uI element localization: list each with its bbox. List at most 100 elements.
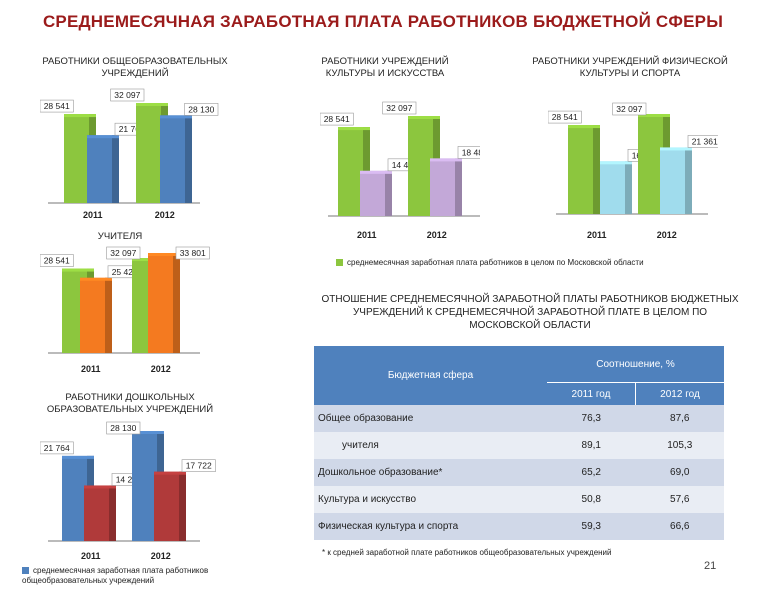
- tick-label-2012: 2012: [151, 551, 171, 561]
- tick-label-2011: 2011: [83, 210, 103, 220]
- chart-title-general-education: РАБОТНИКИ ОБЩЕОБРАЗОВАТЕЛЬНЫХ УЧРЕЖДЕНИЙ: [42, 56, 228, 79]
- svg-text:25 423: 25 423: [112, 267, 138, 277]
- data-label: 28 541: [320, 112, 354, 126]
- svg-text:32 097: 32 097: [386, 103, 412, 113]
- bar-preschool-2012: [154, 471, 186, 541]
- chart-title-culture: РАБОТНИКИ УЧРЕЖДЕНИЙ КУЛЬТУРЫ И ИСКУССТВ…: [321, 56, 449, 79]
- header-2011: 2011 год: [547, 382, 636, 405]
- bar-culture-2012: [430, 158, 462, 216]
- legend-label: среднемесячная заработная плата работник…: [347, 258, 644, 267]
- svg-text:21 764: 21 764: [44, 443, 70, 453]
- ratio-table: Бюджетная сфера Соотношение, % 2011 год …: [314, 346, 724, 540]
- table-row: Дошкольное образование* 65,2 69,0: [314, 459, 724, 486]
- tick-label-2012: 2012: [427, 230, 447, 240]
- row-label: Физическая культура и спорта: [318, 521, 459, 532]
- bar-teachers-2012: [148, 253, 180, 353]
- bar-general-education-2012: [160, 115, 192, 203]
- header-ratio: Соотношение, %: [547, 346, 724, 383]
- legend-moscow-region: среднемесячная заработная плата работник…: [336, 258, 644, 268]
- chart-title-teachers: УЧИТЕЛЯ: [97, 231, 143, 242]
- data-label: 28 130: [184, 103, 219, 116]
- bar-sport-2011: [600, 161, 632, 214]
- tick-label-2011: 2011: [81, 364, 101, 374]
- bar-preschool-2011: [84, 485, 116, 541]
- chart-preschool: 2011 21 764 14 200 2012 28 130 17 722: [40, 421, 216, 561]
- value-2012: 87,6: [670, 413, 690, 424]
- chart-culture: 2011 28 541 14 497 2012 32 097 18 485: [320, 101, 480, 240]
- tick-label-2011: 2011: [357, 230, 377, 240]
- legend-swatch-blue: [22, 567, 29, 575]
- row-label: Дошкольное образование*: [318, 467, 443, 478]
- chart-general-education: 2011 28 541 21 764 2012 32 097 28 130: [40, 88, 219, 220]
- table-row: Культура и искусство 50,8 57,6: [314, 486, 724, 513]
- legend-swatch-green: [336, 259, 343, 267]
- bar-sport-2012: [660, 147, 692, 214]
- tick-label-2011: 2011: [81, 551, 101, 561]
- page-title: СРЕДНЕМЕСЯЧНАЯ ЗАРАБОТНАЯ ПЛАТА РАБОТНИК…: [42, 12, 724, 31]
- page-number: 21: [704, 560, 717, 572]
- chart-title-sport: РАБОТНИКИ УЧРЕЖДЕНИЙ ФИЗИЧЕСКОЙ КУЛЬТУРЫ…: [532, 56, 728, 79]
- data-label: 28 541: [40, 99, 74, 113]
- svg-text:17 722: 17 722: [186, 461, 212, 471]
- data-label: 33 801: [175, 246, 210, 260]
- svg-text:14 497: 14 497: [392, 160, 418, 170]
- data-label: 17 722: [181, 459, 216, 472]
- header-sphere: Бюджетная сфера: [314, 346, 547, 405]
- svg-text:28 130: 28 130: [110, 423, 136, 433]
- svg-text:18 485: 18 485: [462, 147, 480, 157]
- svg-text:32 097: 32 097: [114, 90, 140, 100]
- tick-label-2012: 2012: [657, 230, 677, 240]
- bar-culture-2011: [360, 170, 392, 216]
- svg-text:28 541: 28 541: [44, 256, 70, 266]
- chart-teachers: 2011 28 541 25 423 2012 32 097 33 801: [40, 246, 210, 374]
- bar-general-education-2011: [87, 135, 119, 203]
- data-label: 32 097: [382, 101, 417, 115]
- tick-label-2012: 2012: [155, 210, 175, 220]
- value-2012: 69,0: [670, 467, 690, 478]
- value-2012: 57,6: [670, 494, 690, 505]
- tick-label-2011: 2011: [587, 230, 607, 240]
- svg-text:21 764: 21 764: [119, 124, 145, 134]
- svg-text:32 097: 32 097: [110, 248, 136, 258]
- data-label: 21 361: [687, 135, 718, 148]
- value-2011: 89,1: [581, 440, 601, 451]
- data-label: 32 097: [612, 102, 647, 116]
- legend-general-education: среднемесячная заработная плата работник…: [22, 566, 252, 586]
- svg-text:32 097: 32 097: [616, 104, 642, 114]
- value-2011: 76,3: [581, 413, 601, 424]
- svg-text:33 801: 33 801: [180, 248, 206, 258]
- data-label: 28 541: [40, 254, 74, 267]
- table-row: Общее образование 76,3 87,6: [314, 405, 724, 432]
- chart-title-preschool: РАБОТНИКИ ДОШКОЛЬНЫХ ОБРАЗОВАТЕЛЬНЫХ УЧР…: [46, 392, 214, 415]
- svg-text:28 541: 28 541: [324, 114, 350, 124]
- table-row: Физическая культура и спорта 59,3 66,6: [314, 513, 724, 540]
- bar-moscow-2011: [568, 125, 600, 214]
- row-label: учителя: [342, 440, 379, 451]
- data-label: 28 541: [548, 110, 582, 124]
- data-label: 32 097: [106, 246, 141, 260]
- table-row: учителя 89,1 105,3: [314, 432, 724, 459]
- data-label: 18 485: [457, 146, 480, 159]
- header-2012: 2012 год: [635, 382, 724, 405]
- value-2012: 66,6: [670, 521, 690, 532]
- data-label: 28 130: [106, 421, 141, 435]
- ratio-table-title: ОТНОШЕНИЕ СРЕДНЕМЕСЯЧНОЙ ЗАРАБОТНОЙ ПЛАТ…: [321, 294, 739, 331]
- svg-text:28 541: 28 541: [44, 101, 70, 111]
- value-2011: 65,2: [581, 467, 601, 478]
- legend-label: среднемесячная заработная плата работник…: [22, 566, 209, 585]
- data-label: 32 097: [110, 88, 145, 102]
- data-label: 21 764: [40, 441, 74, 455]
- row-label: Общее образование: [318, 413, 414, 424]
- value-2011: 50,8: [581, 494, 601, 505]
- svg-text:28 541: 28 541: [552, 112, 578, 122]
- value-2011: 59,3: [581, 521, 601, 532]
- svg-text:28 130: 28 130: [188, 104, 214, 114]
- svg-text:14 200: 14 200: [116, 474, 142, 484]
- row-label: Культура и искусство: [318, 494, 417, 505]
- bar-teachers-2011: [80, 277, 112, 353]
- svg-text:21 361: 21 361: [692, 136, 718, 146]
- value-2012: 105,3: [667, 440, 693, 451]
- tick-label-2012: 2012: [151, 364, 171, 374]
- footnote: * к средней заработной плате работников …: [322, 548, 612, 557]
